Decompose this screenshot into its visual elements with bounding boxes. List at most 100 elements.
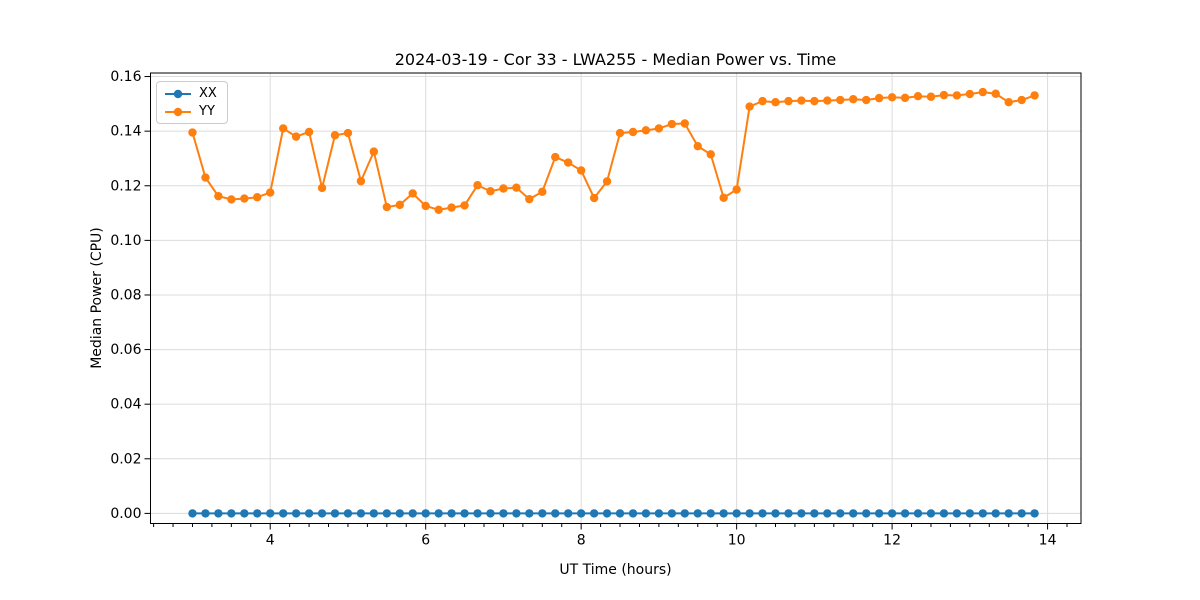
data-point-marker <box>240 194 249 203</box>
data-point-marker <box>771 509 780 518</box>
data-point-marker <box>525 509 534 518</box>
data-point-marker <box>1004 509 1013 518</box>
data-point-marker <box>343 509 353 518</box>
data-point-marker <box>680 509 689 518</box>
data-point-marker <box>447 509 456 518</box>
data-point-marker <box>602 509 612 518</box>
data-point-marker <box>732 185 741 194</box>
data-point-marker <box>551 509 560 518</box>
y-tick-label: 0.16 <box>110 69 141 85</box>
axes-spines <box>150 72 1082 524</box>
data-point-marker <box>551 152 560 162</box>
data-point-marker <box>343 128 353 138</box>
data-point-marker <box>926 92 936 101</box>
data-point-marker <box>356 176 366 186</box>
legend: XX YY <box>156 81 228 124</box>
data-point-marker <box>576 166 586 175</box>
legend-line-marker-icon <box>165 107 191 116</box>
data-point-marker <box>356 509 366 518</box>
axis-ticks: 4 6 8 10 12 14 0.00 0.02 0.04 0.06 0.08 0.10 0.12 0.1… <box>110 69 1068 549</box>
data-point-marker <box>706 509 715 518</box>
data-point-marker <box>667 509 677 518</box>
data-point-marker <box>991 89 1000 98</box>
data-point-marker <box>395 509 404 518</box>
y-tick-label: 0.12 <box>110 178 141 194</box>
x-tick-label: 8 <box>577 533 586 549</box>
data-point-marker <box>900 93 910 103</box>
data-point-marker <box>823 509 832 518</box>
data-point-marker <box>486 509 495 518</box>
legend-item-yy: YY <box>164 104 217 119</box>
data-point-marker <box>862 509 871 518</box>
x-tick-label: 4 <box>266 533 275 549</box>
data-point-marker <box>188 128 197 137</box>
data-point-marker <box>991 509 1000 518</box>
data-point-marker <box>615 509 625 518</box>
data-point-marker <box>525 194 534 204</box>
data-point-marker <box>576 509 586 518</box>
data-point-marker <box>188 509 197 518</box>
data-point-marker <box>408 509 417 518</box>
data-point-marker <box>227 509 236 518</box>
series-xx <box>188 509 1039 518</box>
data-point-marker <box>421 509 430 518</box>
series-yy <box>188 87 1039 214</box>
data-point-marker <box>849 95 858 104</box>
data-point-marker <box>719 509 728 518</box>
data-point-marker <box>874 509 884 518</box>
data-point-marker <box>952 91 962 100</box>
data-point-marker <box>240 509 249 518</box>
data-point-marker <box>810 509 819 518</box>
data-point-marker <box>317 509 327 518</box>
data-point-marker <box>214 191 223 201</box>
data-point-marker <box>382 509 392 518</box>
data-point-marker <box>693 509 702 518</box>
data-point-marker <box>913 509 923 518</box>
data-point-marker <box>1004 98 1013 107</box>
x-tick-label: 14 <box>1039 533 1057 549</box>
grid-layer <box>150 73 1081 524</box>
data-point-marker <box>421 201 430 211</box>
data-point-marker <box>563 509 573 518</box>
data-point-marker <box>836 509 845 518</box>
data-point-marker <box>538 187 547 196</box>
data-point-marker <box>939 509 949 518</box>
data-point-marker <box>797 96 806 105</box>
data-point-marker <box>1030 509 1039 518</box>
y-tick-label: 0.02 <box>110 451 141 467</box>
data-point-marker <box>784 96 793 106</box>
data-point-marker <box>538 509 547 518</box>
data-point-marker <box>641 126 651 135</box>
data-point-marker <box>512 183 521 192</box>
data-point-marker <box>201 509 210 518</box>
data-point-marker <box>758 96 767 106</box>
data-point-marker <box>874 93 884 103</box>
data-point-marker <box>304 509 314 518</box>
data-point-marker <box>836 95 845 105</box>
data-point-marker <box>965 89 975 99</box>
x-axis-label: UT Time (hours) <box>559 562 672 578</box>
data-point-marker <box>1017 95 1026 105</box>
data-point-marker <box>978 87 988 97</box>
data-point-marker <box>849 509 858 518</box>
data-point-marker <box>330 509 340 518</box>
data-point-marker <box>913 92 923 101</box>
data-point-marker <box>486 187 495 196</box>
data-point-marker <box>279 509 288 518</box>
data-point-marker <box>434 509 443 518</box>
data-point-marker <box>654 124 664 133</box>
data-point-marker <box>641 509 651 518</box>
data-point-marker <box>978 509 988 518</box>
data-point-marker <box>952 509 962 518</box>
data-point-marker <box>227 195 236 204</box>
data-point-marker <box>253 193 262 202</box>
data-point-marker <box>499 509 508 518</box>
y-tick-label: 0.04 <box>110 397 141 413</box>
data-point-marker <box>317 183 327 193</box>
data-point-marker <box>214 509 223 518</box>
data-point-marker <box>434 205 443 214</box>
legend-item-xx: XX <box>164 86 217 101</box>
data-point-marker <box>460 509 469 518</box>
data-point-marker <box>732 509 741 518</box>
